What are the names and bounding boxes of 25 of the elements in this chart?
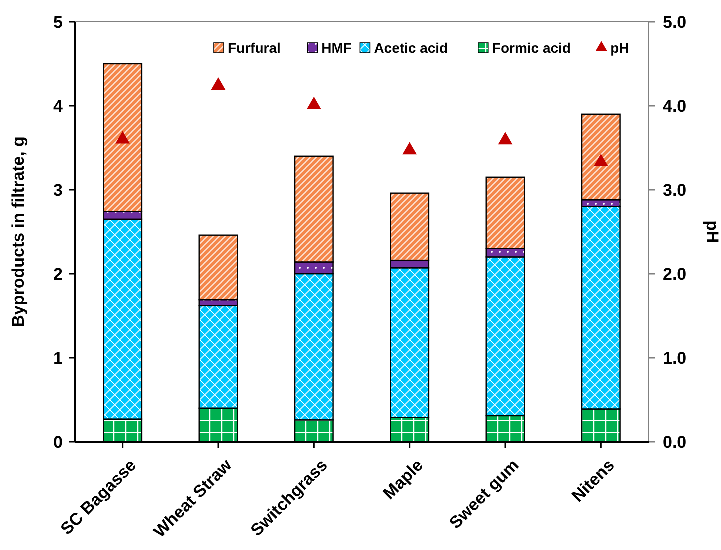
legend-label: Formic acid — [492, 40, 571, 56]
y-tick-label: 4 — [54, 96, 64, 116]
legend-label: Acetic acid — [374, 40, 448, 56]
point — [211, 78, 226, 90]
legend-label: HMF — [322, 40, 352, 56]
point — [402, 142, 418, 155]
legend-label: pH — [610, 40, 630, 56]
y2-axis-title: pH — [703, 220, 721, 244]
y-tick-label: 5 — [54, 12, 63, 32]
point — [306, 96, 322, 110]
y-tick-label: 1 — [54, 348, 63, 368]
point — [116, 131, 130, 144]
y2-tick-label: 4.0 — [663, 96, 687, 116]
point — [594, 154, 608, 166]
y-tick-label: 2 — [54, 264, 63, 284]
y-axis-title: Byproducts in filtrate, g — [9, 136, 28, 328]
y2-tick-label: 3.0 — [663, 180, 687, 200]
y2-tick-label: 5.0 — [663, 12, 687, 32]
point — [498, 132, 513, 145]
y-tick-label: 3 — [54, 180, 63, 200]
legend-label: Furfural — [228, 40, 281, 56]
y2-tick-label: 0.0 — [663, 432, 687, 452]
y2-tick-label: 1.0 — [663, 348, 687, 368]
y2-tick-label: 2.0 — [663, 264, 687, 284]
y-tick-label: 0 — [54, 432, 63, 452]
